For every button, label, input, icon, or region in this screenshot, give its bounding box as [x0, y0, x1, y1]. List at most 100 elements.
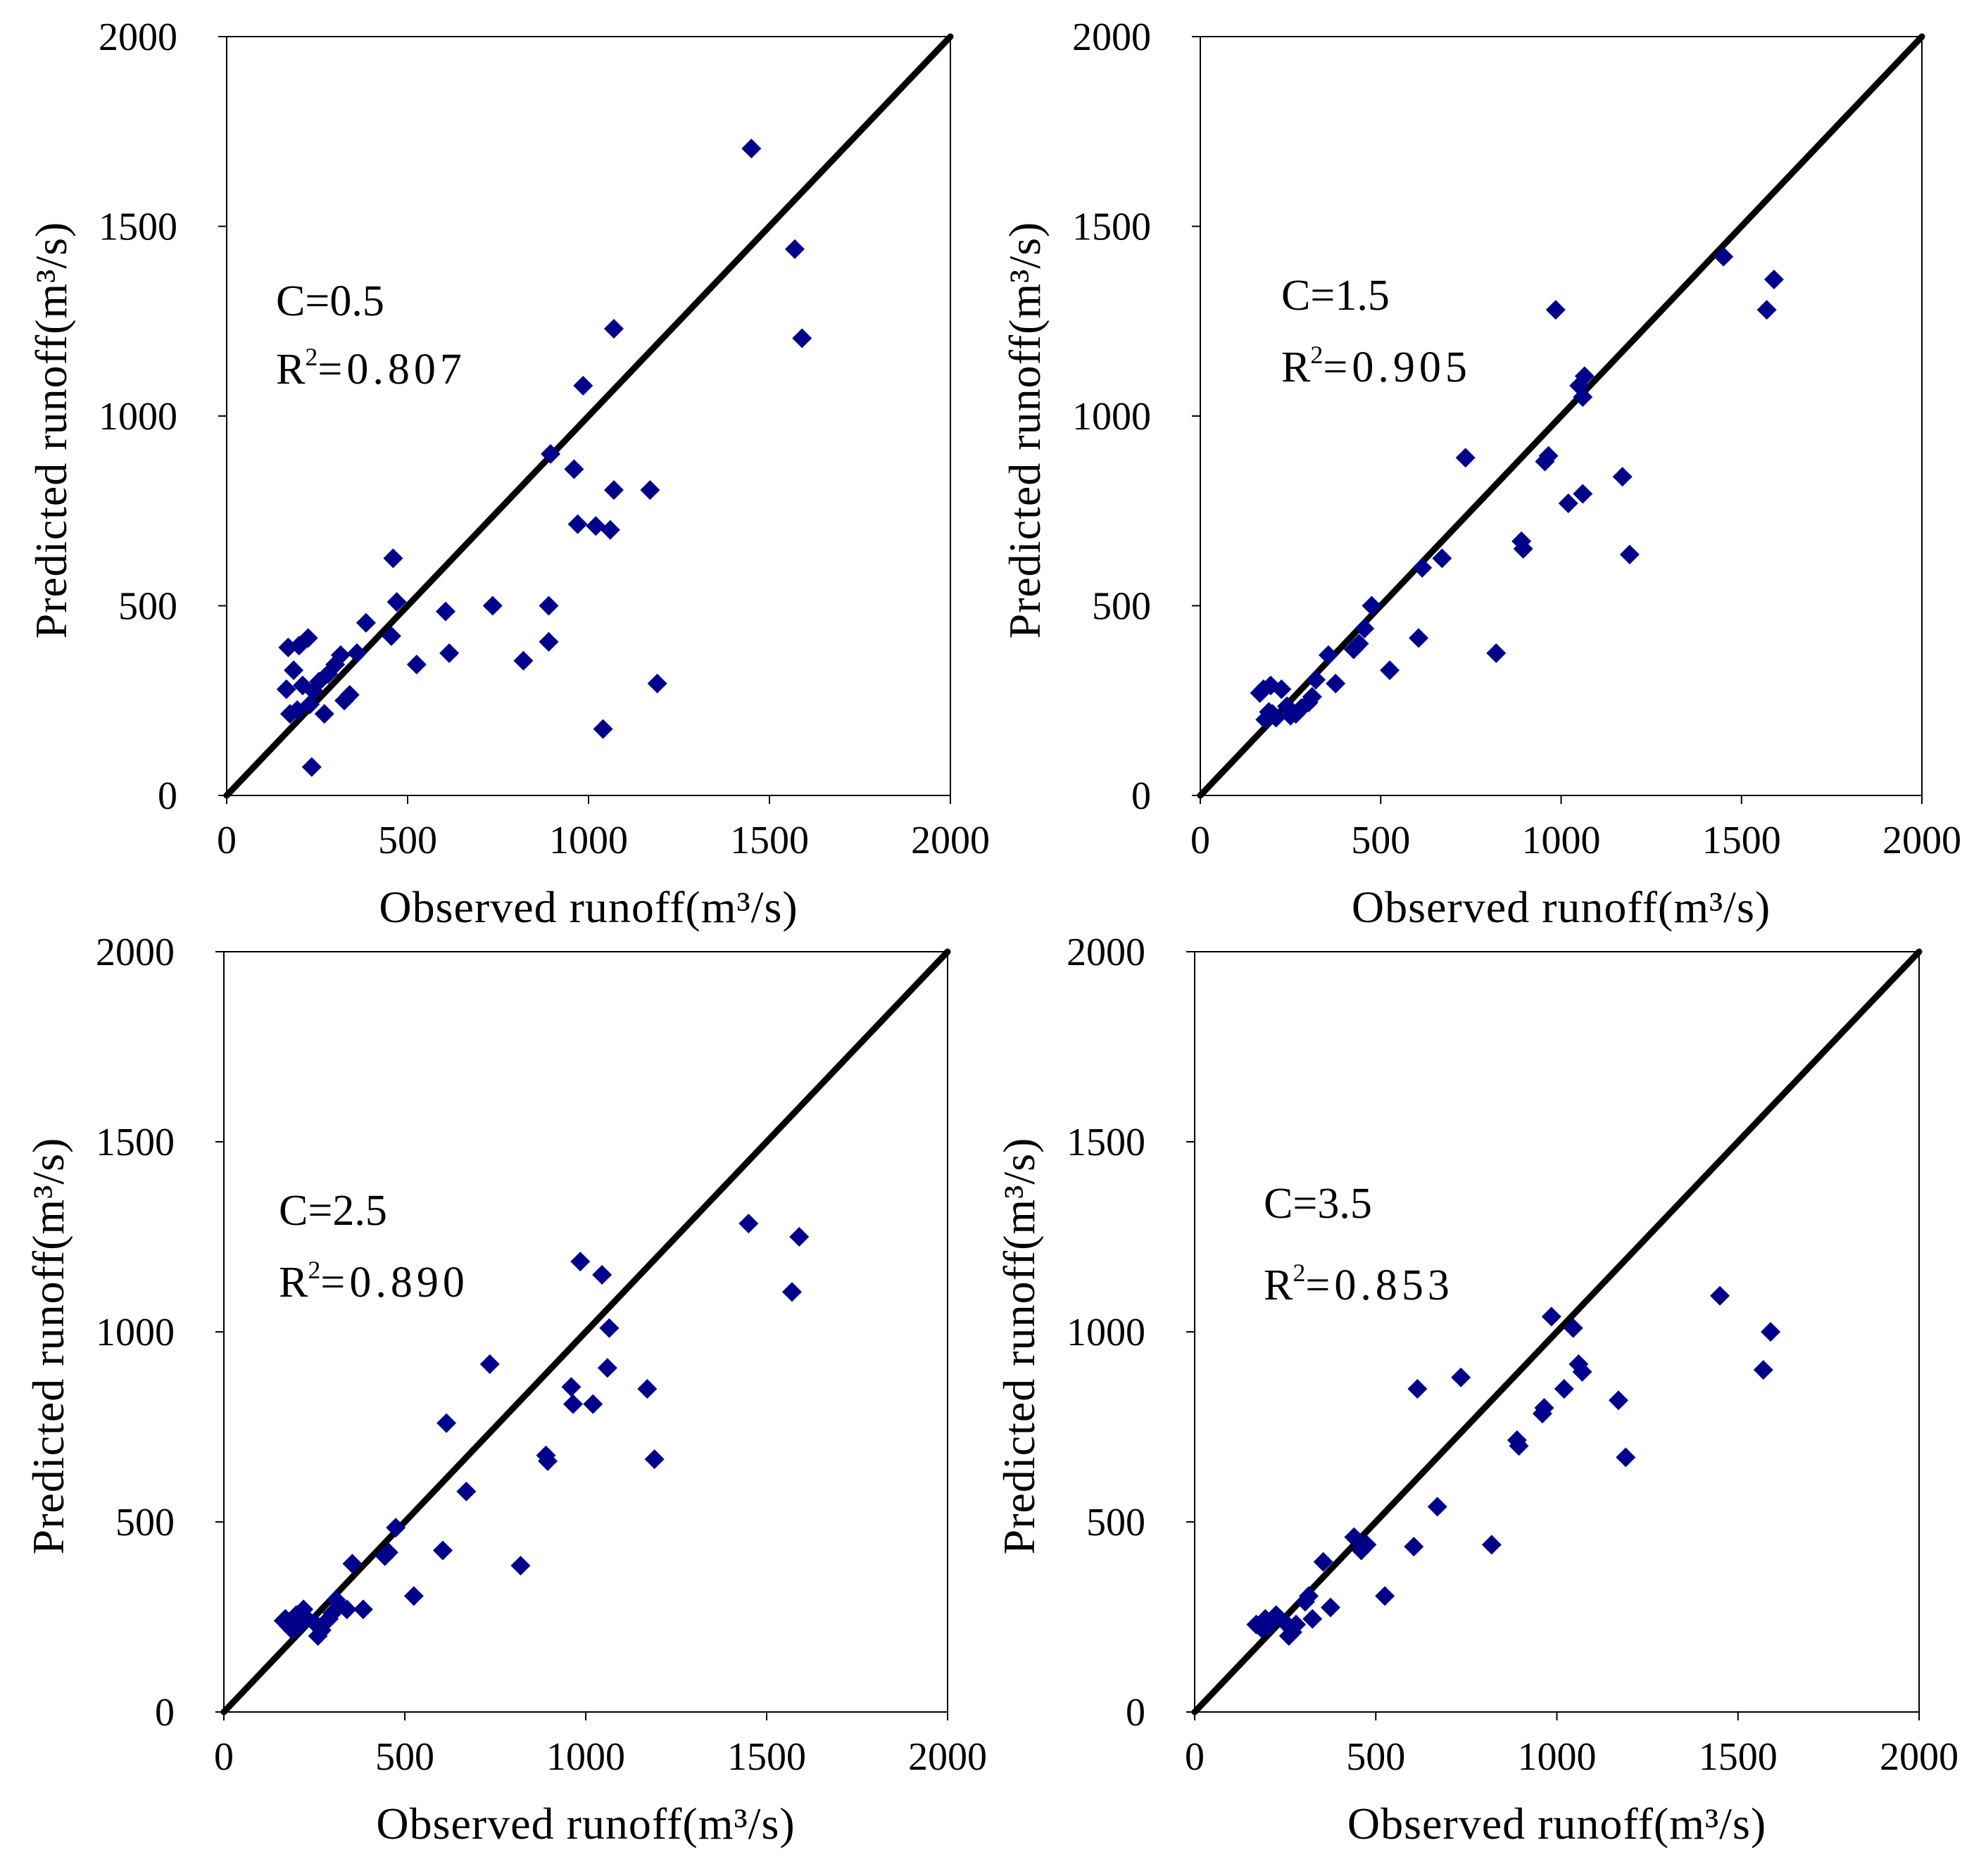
data-point	[347, 643, 367, 663]
r-superscript: 2	[1293, 1259, 1305, 1287]
y-tick-label: 0	[1131, 774, 1151, 818]
data-point	[1407, 1379, 1428, 1399]
data-point	[647, 673, 667, 693]
r-superscript: 2	[1310, 341, 1323, 369]
data-point	[1354, 618, 1375, 638]
x-tick-label: 1500	[1702, 819, 1781, 862]
data-point	[1451, 1367, 1471, 1387]
y-tick-label: 2000	[96, 931, 175, 974]
c-value-label: C=1.5	[1281, 272, 1390, 320]
reference-line-1to1	[1191, 948, 1923, 1716]
data-point	[1486, 643, 1507, 663]
data-point	[583, 1394, 603, 1414]
y-axis-label: Predicted runoff(m³/s)	[1000, 222, 1050, 639]
data-point	[1344, 1527, 1364, 1547]
data-point	[482, 596, 503, 616]
data-point	[1277, 696, 1297, 717]
reference-line-1to1	[223, 33, 954, 799]
data-point	[456, 1481, 477, 1502]
x-tick-label: 0	[1190, 819, 1210, 862]
c-value-label: C=3.5	[1264, 1180, 1372, 1228]
data-point	[600, 520, 620, 540]
data-point	[284, 660, 304, 681]
data-point	[381, 626, 401, 646]
data-point	[432, 1540, 453, 1561]
data-point	[592, 1265, 612, 1285]
y-axis-label: Predicted runoff(m³/s)	[994, 1138, 1044, 1555]
y-tick-label: 2000	[99, 15, 177, 59]
data-point	[781, 1282, 802, 1302]
y-tick-label: 500	[118, 585, 177, 629]
y-tick-label: 500	[115, 1501, 175, 1544]
data-point	[561, 1377, 581, 1397]
y-tick-label: 1000	[99, 395, 177, 439]
data-point	[342, 1554, 363, 1574]
data-point	[301, 757, 322, 777]
data-point	[406, 655, 427, 675]
data-point	[513, 650, 534, 671]
data-point	[1306, 669, 1326, 690]
data-point	[573, 375, 593, 396]
data-point	[1259, 702, 1279, 722]
x-tick-label: 0	[217, 819, 237, 862]
r-superscript: 2	[305, 343, 318, 371]
data-point	[1313, 1551, 1333, 1572]
x-tick-label: 1500	[727, 1735, 806, 1779]
data-point	[386, 592, 407, 612]
data-point	[1260, 675, 1281, 695]
data-point	[1318, 645, 1338, 665]
data-point	[1608, 1390, 1628, 1411]
r-squared-label: R2=0.853	[1264, 1259, 1454, 1309]
data-point	[1532, 1404, 1552, 1424]
data-point	[784, 239, 805, 259]
y-tick-label: 1000	[1072, 395, 1151, 439]
x-tick-label: 1500	[1699, 1735, 1778, 1779]
data-point	[1753, 1360, 1773, 1380]
data-point	[570, 1252, 591, 1272]
data-point	[1535, 451, 1555, 472]
data-point	[593, 719, 613, 739]
data-point	[1302, 1609, 1323, 1629]
r-superscript: 2	[308, 1256, 320, 1284]
data-point	[738, 1214, 759, 1234]
data-point	[1481, 1535, 1502, 1555]
data-point	[1513, 539, 1533, 559]
x-tick-label: 2000	[911, 819, 990, 862]
data-point	[1455, 448, 1476, 468]
chart-panel-bottom-right: 0 500 1000 1500 2000 0 500 1000 1500 2000 Observed…	[994, 931, 1959, 1849]
r-squared-value: =0.853	[1305, 1261, 1453, 1309]
data-point	[479, 1354, 500, 1374]
data-point	[1255, 710, 1276, 730]
data-point	[435, 601, 455, 622]
data-point	[1380, 660, 1400, 681]
c-value-label: C=2.5	[279, 1187, 387, 1235]
data-point	[1572, 1361, 1592, 1382]
r-symbol: R	[1264, 1261, 1293, 1309]
data-point	[1351, 1540, 1371, 1561]
y-axis-label: Predicted runoff(m³/s)	[26, 222, 76, 639]
data-point	[599, 1318, 620, 1338]
x-axis-label: Observed runoff(m³/s)	[376, 1799, 795, 1849]
data-point	[1343, 639, 1364, 660]
x-tick-label: 500	[1351, 819, 1410, 862]
data-point	[541, 443, 561, 464]
y-axis-label: Predicted runoff(m³/s)	[23, 1138, 73, 1555]
r-squared-value: =0.905	[1323, 344, 1471, 391]
data-point	[386, 1518, 406, 1538]
r-symbol: R	[279, 1259, 308, 1307]
data-point	[539, 596, 559, 616]
data-point	[1545, 300, 1566, 320]
data-point	[1761, 1322, 1781, 1342]
data-point	[278, 637, 298, 657]
data-point	[300, 694, 320, 714]
data-point	[1573, 387, 1593, 408]
data-point	[1612, 467, 1633, 487]
x-tick-label: 1500	[730, 819, 809, 862]
y-tick-label: 1000	[1067, 1311, 1145, 1354]
data-point	[1764, 269, 1784, 289]
data-point	[334, 691, 355, 711]
data-point	[603, 480, 624, 501]
data-point	[1255, 1609, 1276, 1629]
data-point	[640, 480, 660, 501]
